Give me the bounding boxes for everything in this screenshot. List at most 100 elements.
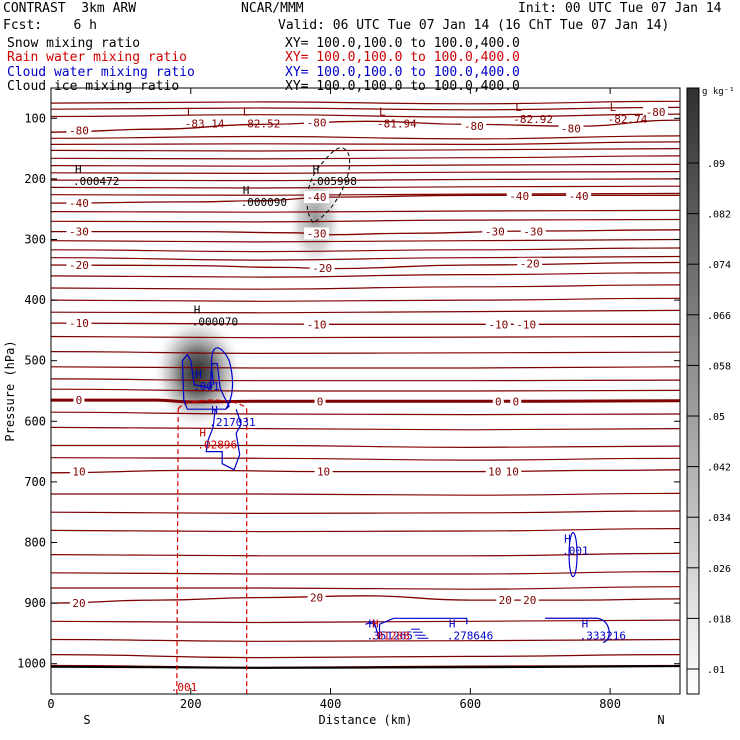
cloud-water-max-value-3: .351265 (366, 629, 412, 642)
isotherm-minor-10 (50, 185, 681, 189)
y-tick-label-8: 900 (24, 596, 46, 610)
cloud-water-max-value-5: .333216 (580, 629, 626, 642)
ice-max-value-0: .000472 (73, 175, 119, 188)
isotherm-label-bg (492, 395, 504, 408)
isotherm-minor-26 (50, 411, 681, 416)
isotherm-label-2-1: -30 (307, 227, 327, 240)
isotherm-label-bg (66, 225, 92, 238)
y-tick-label-5: 600 (24, 414, 46, 428)
isotherm-minor-25 (50, 388, 681, 392)
isotherm-label-1-3: -40 (569, 190, 589, 203)
isotherm-label-5-3: 0 (512, 395, 519, 408)
temperature-low-value-4: -82.74 (608, 113, 648, 126)
field-label-rain: Rain water mixing ratio (7, 50, 188, 65)
y-tick-label-6: 700 (24, 475, 46, 489)
rain-max-marker-2: H (372, 617, 379, 630)
isotherm-label-7-2: 20 (499, 594, 512, 607)
colorbar-tick-label-6: .058 (707, 361, 731, 372)
isotherm-label-bg (510, 395, 522, 408)
isotherm-label-bg (520, 225, 546, 238)
ice-max-marker-0: H (75, 163, 82, 176)
isotherm-label-bg (513, 318, 539, 331)
isotherm-label-0-3: -80 (646, 106, 666, 119)
x-tick-label-1: 200 (180, 697, 202, 711)
isotherm-label-6-2: 10 (488, 466, 501, 479)
isotherm-label-bg (66, 197, 92, 210)
y-tick-label-0: 100 (24, 111, 46, 125)
isotherm-label-5-0: 0 (76, 394, 83, 407)
rain-max-value-2: .01288 (370, 629, 410, 642)
cloud-water-contour-5 (365, 617, 468, 640)
ice-max-marker-1: H (313, 163, 320, 176)
isotherm-label-bg (461, 120, 487, 133)
isotherm-label-bg (314, 395, 326, 408)
isotherm-6 (50, 469, 681, 474)
isotherm-label-bg (558, 122, 584, 135)
cloud-water-max-marker-5: H (582, 617, 589, 630)
field-label-cloud-ice: Cloud ice mixing ratio (7, 79, 180, 94)
isotherm-label-bg (69, 465, 88, 478)
isotherm-label-3-0: -20 (69, 259, 89, 272)
x-tick-label-0: 0 (47, 697, 54, 711)
isotherm-label-bg (503, 465, 522, 478)
temperature-low-marker-1: L (243, 105, 250, 118)
isotherm-label-bg (643, 106, 669, 119)
isotherm-label-0-4: -80 (561, 123, 581, 136)
contour-labels: -80 -80 -80 -80 -80 -40 -40 -40 -40 -30 -30 -30 -30 -… (66, 101, 669, 694)
isotherm-minor-9 (50, 178, 681, 182)
colorbar-tick-label-0: .01 (707, 665, 725, 676)
isotherm-label-3-1: -20 (312, 262, 332, 275)
isotherm-label-1-2: -40 (509, 190, 529, 203)
isotherm-label-1-1: -40 (307, 191, 327, 204)
isotherm-minor-8 (50, 171, 681, 175)
isotherm-label-bg (66, 124, 92, 137)
y-tick-label-2: 300 (24, 233, 46, 247)
isotherm-label-bg (304, 116, 330, 129)
colorbar-tick-label-1: .018 (707, 614, 731, 625)
valid-time: Valid: 06 UTC Tue 07 Jan 14 (16 ChT Tue … (278, 18, 670, 33)
isotherm-label-2-3: -30 (523, 226, 543, 239)
isotherm-label-bg (520, 594, 539, 607)
isotherm-minor-13 (50, 218, 681, 223)
colorbar-tick-label-4: .042 (707, 463, 731, 474)
isotherm-5 (51, 398, 681, 404)
isotherm-minor-3 (50, 135, 681, 140)
isotherm-label-6-3: 10 (506, 466, 519, 479)
colorbar-tick-label-5: .05 (707, 412, 725, 423)
isotherm-minor-35 (50, 586, 681, 590)
isotherm-label-7-0: 20 (72, 597, 85, 610)
isotherm-label-4-2: -10 (488, 318, 508, 331)
cloud-water-max-marker-1: H (211, 404, 218, 417)
isotherm-minor-33 (50, 552, 681, 557)
isotherm-minor-27 (50, 426, 681, 431)
isotherm-label-bg (69, 597, 88, 610)
cloud-water-max-marker-3: H (368, 617, 375, 630)
rain-contour-left (176, 409, 179, 695)
temperature-contours (50, 100, 681, 669)
rain-contour-top (177, 399, 248, 410)
cloud-water-max-marker-4: H (449, 617, 456, 630)
temperature-low-value-3: -82.92 (513, 113, 553, 126)
colorbar-tick-label-8: .074 (707, 260, 731, 271)
direction-north: N (657, 713, 664, 727)
isotherm-label-bg (314, 465, 333, 478)
isotherm-label-4-3: -10 (516, 318, 536, 331)
cloud-water-max-value-1: .217031 (209, 416, 255, 429)
isotherm-label-bg (496, 594, 515, 607)
center-label: NCAR/MMM (241, 1, 304, 16)
isotherm-label-5-1: 0 (317, 395, 324, 408)
isotherm-label-bg (304, 227, 330, 240)
cloud-water-contour-6 (545, 617, 610, 644)
isotherm-label-bg (304, 318, 330, 331)
snow-max-2 (287, 166, 344, 271)
isotherm-minor-32 (50, 528, 681, 533)
y-tick-label-1: 200 (24, 172, 46, 186)
isotherm-3 (50, 261, 681, 270)
cloud-water-max-value-0: .001 (193, 380, 220, 393)
direction-south: S (83, 713, 90, 727)
cloud-water-contour-3 (205, 409, 242, 471)
isotherm-minor-36 (50, 619, 681, 624)
isotherm-minor-21 (50, 335, 681, 339)
isotherm-minor-6 (50, 155, 681, 160)
